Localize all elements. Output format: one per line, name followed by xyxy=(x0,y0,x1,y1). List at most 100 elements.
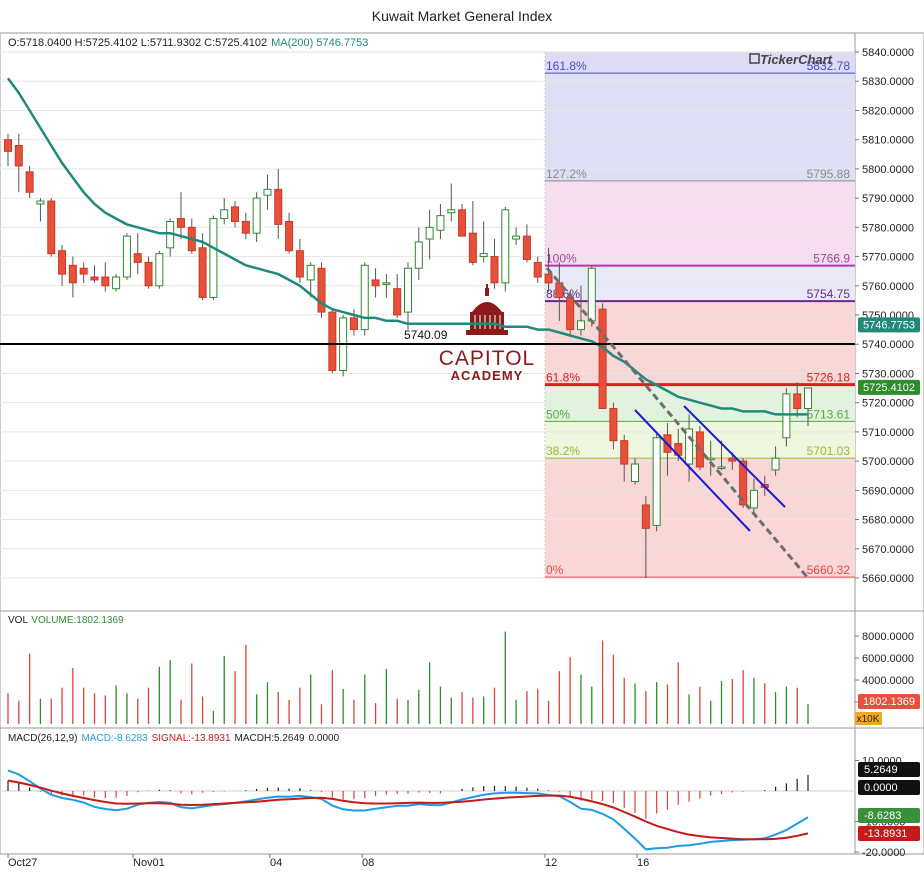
logo-academy-text: ACADEMY xyxy=(451,368,524,383)
gridlines xyxy=(0,51,855,579)
fib-value-label: 5832.78 xyxy=(807,59,851,73)
fib-value-label: 5660.32 xyxy=(807,563,851,577)
macd-value-badge: -8.6283 xyxy=(858,808,920,823)
candle-body xyxy=(652,437,661,526)
fib-band-2 xyxy=(545,265,855,302)
candle xyxy=(231,201,240,228)
candle xyxy=(4,133,12,166)
candle-body xyxy=(155,253,164,287)
candle xyxy=(285,212,294,254)
candle xyxy=(36,198,45,222)
candle-body xyxy=(58,250,67,275)
candle xyxy=(598,303,607,410)
candle-body xyxy=(706,457,715,461)
date-label: 04 xyxy=(270,857,282,869)
macd-panel xyxy=(0,727,924,855)
price-tick-label: 5760.0000 xyxy=(862,281,914,293)
candle-body xyxy=(533,261,542,278)
svg-text:-13.8931: -13.8931 xyxy=(864,828,907,840)
fib-value-label: 5713.61 xyxy=(807,407,851,421)
price-axis: 5840.0000 5830.0000 5820.0000 5810.0000 5800… xyxy=(855,47,914,585)
ma-value-badge: 5746.7753 xyxy=(858,317,920,333)
candle xyxy=(576,285,585,336)
volume-bars xyxy=(7,631,809,724)
candle xyxy=(101,262,110,292)
candle xyxy=(706,440,715,476)
candle xyxy=(631,458,640,485)
fib-pct-label: 100% xyxy=(546,252,577,266)
candle xyxy=(522,224,531,263)
candle xyxy=(155,250,164,289)
svg-text:5.2649: 5.2649 xyxy=(864,764,898,776)
candle xyxy=(122,233,131,280)
candle-body xyxy=(587,267,596,322)
candle xyxy=(198,233,207,301)
volume-tick-label: 8000.0000 xyxy=(862,631,914,643)
macd-hist-badge: 5.2649 xyxy=(858,762,920,777)
candle xyxy=(425,209,434,260)
candle xyxy=(209,215,218,301)
fib-pct-label: 127.2% xyxy=(546,167,587,181)
candle xyxy=(490,239,499,289)
candle-body xyxy=(209,218,218,298)
date-label: 08 xyxy=(362,857,374,869)
candle-body xyxy=(79,267,88,275)
candle-body xyxy=(101,276,110,287)
candle xyxy=(47,198,56,257)
candle xyxy=(112,274,121,292)
candle-body xyxy=(555,282,564,298)
candle-body xyxy=(620,440,629,465)
candle xyxy=(274,168,283,240)
macd-header: MACD(26,12,9) MACD:-8.6283 SIGNAL:-13.8931… xyxy=(8,733,340,744)
signal-value-badge: -13.8931 xyxy=(858,826,920,841)
candle-body xyxy=(566,296,575,331)
candle-body xyxy=(112,276,121,290)
trend-line xyxy=(545,267,810,579)
candle-body xyxy=(739,460,748,506)
candle-body xyxy=(512,235,521,240)
candle xyxy=(555,262,564,321)
candle-body xyxy=(414,241,423,269)
candle-body xyxy=(490,256,499,284)
candle xyxy=(652,431,661,532)
candle xyxy=(295,239,304,283)
candle-body xyxy=(360,264,369,331)
candle xyxy=(371,268,380,298)
candle xyxy=(447,183,456,222)
candle xyxy=(339,315,348,377)
price-tick-label: 5660.0000 xyxy=(862,573,914,585)
fib-band-1 xyxy=(545,180,855,266)
candle xyxy=(144,256,153,289)
candle-body xyxy=(285,220,294,252)
candle-body xyxy=(68,264,77,284)
candle-body xyxy=(220,209,229,220)
svg-text:5725.4102: 5725.4102 xyxy=(863,382,915,394)
fib-band-top xyxy=(545,52,855,74)
candle xyxy=(14,133,23,193)
candle xyxy=(90,265,99,283)
candle-body xyxy=(371,279,380,287)
candle xyxy=(479,221,488,263)
candle-body xyxy=(306,264,315,281)
candle xyxy=(58,244,67,286)
channel-upper-line xyxy=(683,405,786,508)
candle-body xyxy=(576,320,585,331)
fib-pct-label: 50% xyxy=(546,407,570,421)
price-tick-label: 5770.0000 xyxy=(862,252,914,264)
candle xyxy=(349,309,358,336)
candle-body xyxy=(14,145,23,167)
candle xyxy=(804,387,812,427)
date-label: Nov01 xyxy=(133,857,165,869)
svg-text:-8.6283: -8.6283 xyxy=(864,810,901,822)
price-tick-label: 5680.0000 xyxy=(862,515,914,527)
volume-multiplier-badge: x10K xyxy=(855,712,882,725)
candle xyxy=(533,256,542,283)
price-tick-label: 5830.0000 xyxy=(862,76,914,88)
price-tick-label: 5810.0000 xyxy=(862,135,914,147)
candle-body xyxy=(447,209,456,214)
candle-body xyxy=(609,408,618,442)
candle xyxy=(771,446,780,476)
candle xyxy=(793,382,802,418)
candle xyxy=(458,203,467,237)
